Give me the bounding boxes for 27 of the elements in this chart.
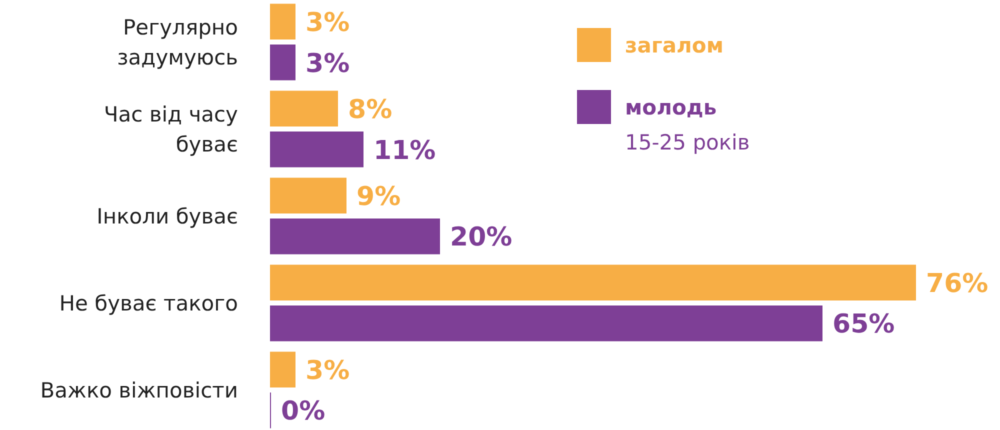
data-label: 3% (306, 48, 350, 79)
annotation: 15-25 років (625, 130, 750, 155)
bar (270, 4, 296, 40)
data-label: 3% (306, 8, 350, 38)
bar (270, 132, 364, 168)
bar (270, 178, 346, 214)
bar (270, 264, 916, 300)
data-label: 20% (450, 222, 512, 253)
legend-label: молодь (625, 96, 717, 120)
y-tick-label: Інколи буває (96, 204, 238, 229)
y-tick-label: Час від часу буває (104, 102, 238, 157)
y-tick-label: Регулярно задумуюсь (117, 16, 238, 70)
data-label: 0% (281, 396, 326, 427)
data-label: 76% (926, 268, 988, 299)
y-tick-label: Не буває такого (59, 292, 238, 316)
data-label: 9% (356, 182, 401, 212)
legend-label: загалом (625, 34, 724, 58)
data-label: 3% (306, 356, 350, 386)
data-label: 65% (832, 310, 895, 340)
bar (270, 44, 296, 80)
data-label: 11% (374, 136, 436, 166)
bar (270, 352, 296, 388)
y-tick-label: Важко віжповісти (40, 378, 238, 403)
bar (270, 218, 440, 254)
data-label: 8% (348, 94, 392, 125)
bar (270, 90, 338, 127)
bar (270, 305, 822, 342)
